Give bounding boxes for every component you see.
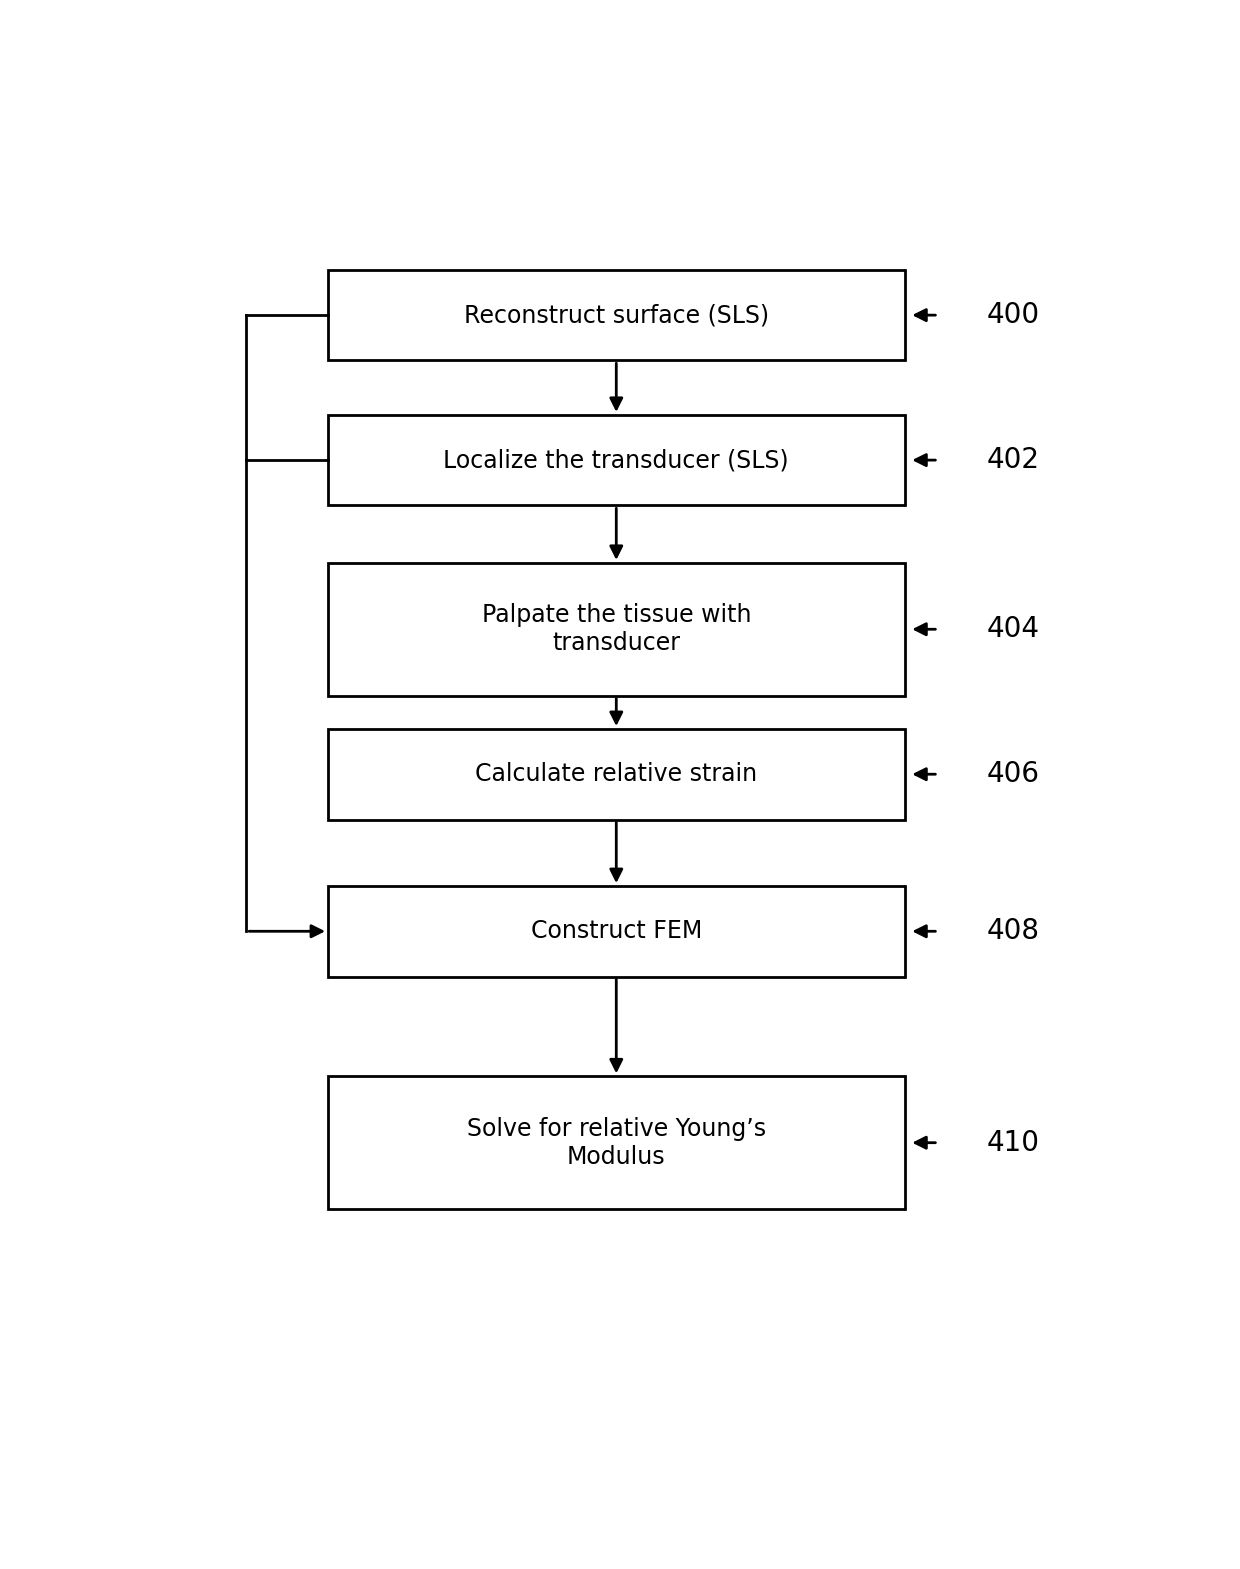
Text: Solve for relative Young’s
Modulus: Solve for relative Young’s Modulus (466, 1117, 766, 1169)
Text: Calculate relative strain: Calculate relative strain (475, 763, 758, 786)
Text: 410: 410 (986, 1128, 1039, 1156)
Text: 402: 402 (986, 446, 1039, 474)
Bar (327, 270, 905, 361)
Text: Localize the transducer (SLS): Localize the transducer (SLS) (444, 449, 789, 472)
Text: 400: 400 (986, 301, 1039, 329)
Text: Reconstruct surface (SLS): Reconstruct surface (SLS) (464, 303, 769, 326)
Bar (327, 730, 905, 819)
Text: 404: 404 (986, 615, 1039, 643)
Bar (327, 414, 905, 505)
Bar (327, 886, 905, 976)
Text: 408: 408 (986, 918, 1039, 945)
Bar (327, 563, 905, 695)
Text: Construct FEM: Construct FEM (531, 919, 702, 943)
Bar (327, 1076, 905, 1210)
Text: Palpate the tissue with
transducer: Palpate the tissue with transducer (481, 604, 751, 656)
Text: 406: 406 (986, 761, 1039, 788)
